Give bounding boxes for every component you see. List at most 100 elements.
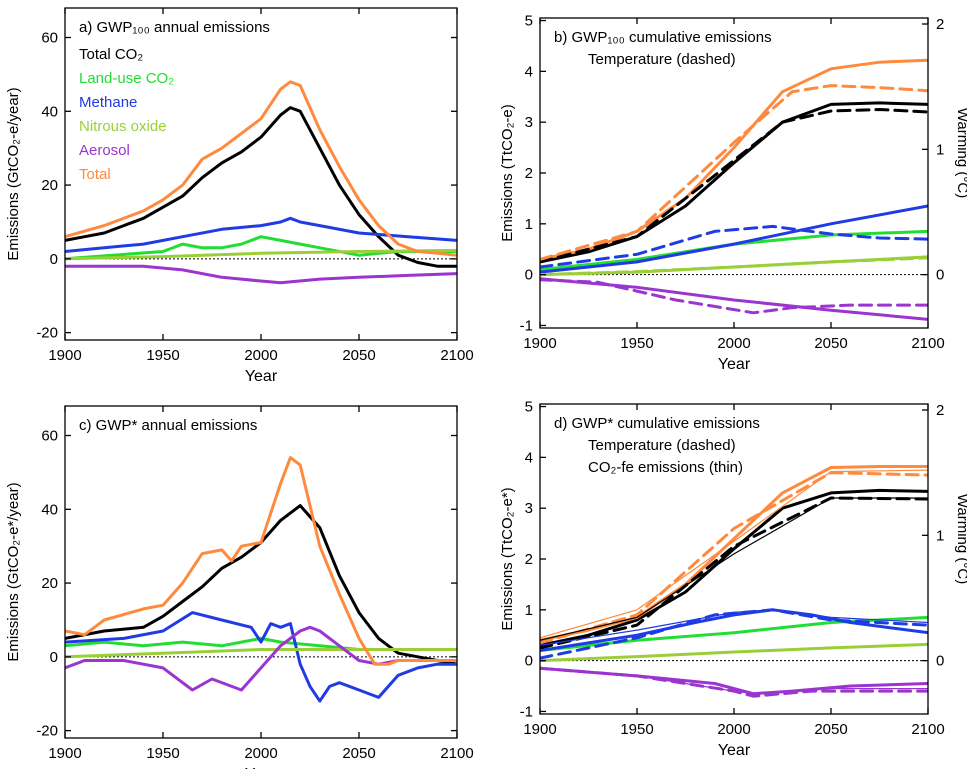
x-tick-label: 2100 — [440, 745, 473, 762]
series-line — [65, 625, 457, 692]
panel-title: a) GWP₁₀₀ annual emissions — [79, 19, 270, 36]
y-tick-label: 3 — [525, 114, 533, 131]
y-tick-label: 0 — [50, 251, 58, 268]
x-tick-label: 1950 — [146, 347, 179, 364]
x-axis-label: Year — [718, 742, 751, 759]
y-tick-label: 1 — [525, 216, 533, 233]
y-tick-label: 2 — [525, 551, 533, 568]
series-line — [65, 504, 457, 666]
series-line — [540, 667, 928, 695]
series-line — [540, 642, 928, 663]
y2-tick-label: 2 — [936, 16, 944, 33]
series-group — [540, 58, 928, 321]
panel-title: b) GWP₁₀₀ cumulative emissions — [554, 29, 772, 46]
panel-title: d) GWP* cumulative emissions — [554, 415, 760, 432]
series-line — [540, 277, 928, 321]
y-tick-label: 4 — [525, 449, 533, 466]
y-tick-label: 4 — [525, 63, 533, 80]
series-line — [540, 84, 928, 261]
panel-subtitle: CO₂-fe emissions (thin) — [588, 459, 743, 476]
series-line — [540, 497, 928, 641]
x-tick-label: 2000 — [244, 347, 277, 364]
y-axis-label: Emissions (GtCO₂-e/year) — [5, 87, 22, 260]
y-tick-label: 5 — [525, 13, 533, 30]
x-tick-label: 1950 — [620, 335, 653, 352]
series-line — [65, 456, 457, 666]
series-line — [540, 58, 928, 261]
x-axis-label: Year — [718, 356, 751, 373]
series-line — [540, 471, 928, 645]
y-tick-label: 0 — [525, 653, 533, 670]
x-tick-label: 2000 — [244, 745, 277, 762]
series-line — [65, 106, 457, 268]
legend-entry: Land-use CO₂ — [79, 70, 174, 87]
y-tick-label: -20 — [36, 325, 58, 342]
y2-tick-label: 2 — [936, 402, 944, 419]
panel-subtitle: Temperature (dashed) — [588, 437, 736, 454]
x-tick-label: 2050 — [342, 347, 375, 364]
x-tick-label: 1950 — [620, 721, 653, 738]
series-line — [540, 204, 928, 274]
x-tick-label: 1950 — [146, 745, 179, 762]
panel-subtitle: Temperature (dashed) — [588, 51, 736, 68]
y-tick-label: 3 — [525, 500, 533, 517]
x-axis-label: Year — [245, 368, 278, 385]
x-tick-label: 2100 — [911, 335, 944, 352]
x-tick-label: 2050 — [342, 745, 375, 762]
series-line — [540, 256, 928, 277]
y-tick-label: 0 — [525, 267, 533, 284]
y-tick-label: 0 — [50, 649, 58, 666]
y2-tick-label: 1 — [936, 527, 944, 544]
series-group — [540, 465, 928, 698]
series-line — [65, 216, 457, 253]
series-line — [540, 101, 928, 264]
y-tick-label: 2 — [525, 165, 533, 182]
panel-d: 1900 1950 2000 2050 2100 Year -1 0 1 2 3 4 5 Emission… — [499, 399, 967, 759]
panel-b: 1900 1950 2000 2050 2100 Year -1 0 1 2 3 4 5 Emission… — [499, 13, 967, 373]
y2-axis-label: Warming (°C) — [954, 108, 967, 198]
series-group — [65, 80, 457, 285]
x-tick-label: 1900 — [523, 335, 556, 352]
y-axis-label: Emissions (GtCO₂-e*/year) — [5, 482, 22, 661]
series-line — [65, 80, 457, 257]
x-tick-label: 1900 — [48, 347, 81, 364]
x-tick-label: 2000 — [717, 335, 750, 352]
series-line — [65, 235, 457, 261]
y-axis-label: Emissions (TtCO₂-e*) — [499, 487, 516, 630]
x-tick-label: 2000 — [717, 721, 750, 738]
legend-entry: Methane — [79, 94, 137, 111]
series-line — [65, 264, 457, 285]
panel-a: 1900 1950 2000 2050 2100 Year -20 0 20 40 60 Emissi… — [5, 7, 474, 385]
legend-entry: Total — [79, 166, 111, 183]
x-tick-label: 2100 — [440, 347, 473, 364]
y-tick-label: -1 — [520, 703, 533, 720]
y-axis-label: Emissions (TtCO₂-e) — [499, 104, 516, 242]
x-tick-label: 2100 — [911, 721, 944, 738]
legend-entry: Total CO₂ — [79, 46, 143, 63]
y-tick-label: 60 — [41, 30, 58, 47]
series-line — [540, 609, 928, 647]
series-line — [65, 648, 457, 659]
series-line — [540, 224, 928, 269]
y-tick-label: -1 — [520, 317, 533, 334]
y2-tick-label: 1 — [936, 141, 944, 158]
series-line — [65, 611, 457, 703]
y-tick-label: 5 — [525, 399, 533, 416]
series-line — [540, 488, 928, 647]
series-line — [65, 636, 457, 651]
y-tick-label: 40 — [41, 501, 58, 518]
x-tick-label: 1900 — [523, 721, 556, 738]
series-line — [65, 248, 457, 261]
series-group — [65, 456, 457, 703]
series-line — [540, 469, 928, 639]
y-tick-label: 20 — [41, 177, 58, 194]
y-tick-label: 60 — [41, 428, 58, 445]
x-axis-label: Year — [245, 766, 278, 769]
x-tick-label: 1900 — [48, 745, 81, 762]
y2-axis-label: Warming (°C) — [954, 494, 967, 584]
series-line — [540, 278, 928, 315]
y-tick-label: 1 — [525, 602, 533, 619]
x-tick-label: 2050 — [814, 335, 847, 352]
y-tick-label: -20 — [36, 723, 58, 740]
